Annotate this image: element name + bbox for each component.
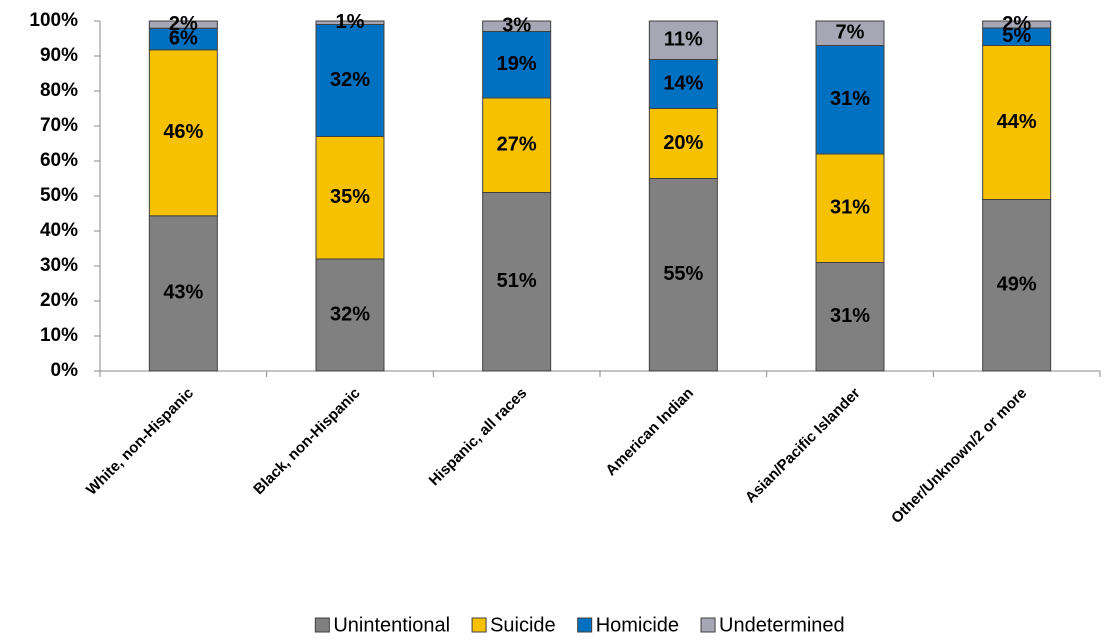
data-label: 1% [336,11,365,33]
bar-segment [815,45,885,155]
y-tick-label: 50% [40,185,78,206]
legend-swatch [700,617,716,633]
legend-label: Suicide [490,614,556,636]
legend-swatch [471,617,487,633]
data-label: 20% [663,132,703,154]
bar-segment [648,20,718,60]
legend-label: Homicide [596,614,679,636]
bar-segment [482,20,552,32]
data-label: 31% [830,305,870,327]
y-tick-label: 10% [40,325,78,346]
data-label: 31% [830,197,870,219]
bar-segment [982,45,1052,200]
data-label: 44% [997,111,1037,133]
bar-segment [482,31,552,99]
data-label: 3% [502,15,531,37]
data-label: 14% [663,72,703,94]
y-tick-label: 20% [40,290,78,311]
bar-segment [148,215,218,372]
bar-segment [982,20,1052,29]
bar-segment [482,97,552,193]
x-tick-label: White, non-Hispanic [83,385,197,499]
data-label: 46% [163,121,203,143]
bar-segment [315,136,385,260]
data-label: 19% [497,53,537,75]
bar-segment [815,153,885,263]
data-label: 31% [830,88,870,110]
bar-segment [482,192,552,372]
y-tick-label: 70% [40,115,78,136]
legend-label: Unintentional [333,614,450,636]
y-tick-label: 90% [40,45,78,66]
x-tick-label: American Indian [602,385,697,480]
bar-segment [315,20,385,25]
data-label: 5% [1002,25,1031,47]
bar-segment [148,20,218,29]
y-tick-label: 80% [40,80,78,101]
bar-segment [815,262,885,372]
data-label: 2% [169,13,198,35]
data-label: 32% [330,69,370,91]
data-label: 35% [330,186,370,208]
data-label: 49% [997,274,1037,296]
data-label: 32% [330,303,370,325]
x-tick-label: Black, non-Hispanic [250,385,363,498]
legend-swatch [314,617,330,633]
y-tick-label: 100% [29,10,78,31]
legend-swatch [577,617,593,633]
y-tick-label: 30% [40,255,78,276]
data-label: 2% [1002,13,1031,35]
data-label: 55% [663,263,703,285]
x-tick-label: Asian/Pacific Islander [742,385,864,507]
data-label: 51% [497,270,537,292]
bar-segment [982,199,1052,372]
y-tick-label: 60% [40,150,78,171]
x-tick-label: Other/Unknown/2 or more [888,385,1030,527]
data-label: 6% [169,27,198,49]
legend: Unintentional Suicide Homicide Undetermined [314,614,845,636]
data-label: 11% [664,29,703,51]
legend-label: Undetermined [719,614,845,636]
data-label: 43% [163,282,203,304]
data-label: 7% [836,22,865,44]
y-tick-label: 0% [51,360,79,381]
x-tick-label: Hispanic, all races [426,385,531,490]
y-tick-label: 40% [40,220,78,241]
bar-segment [148,49,218,217]
bar-segment [315,24,385,137]
bar-segment [815,20,885,46]
data-label: 27% [497,134,537,156]
